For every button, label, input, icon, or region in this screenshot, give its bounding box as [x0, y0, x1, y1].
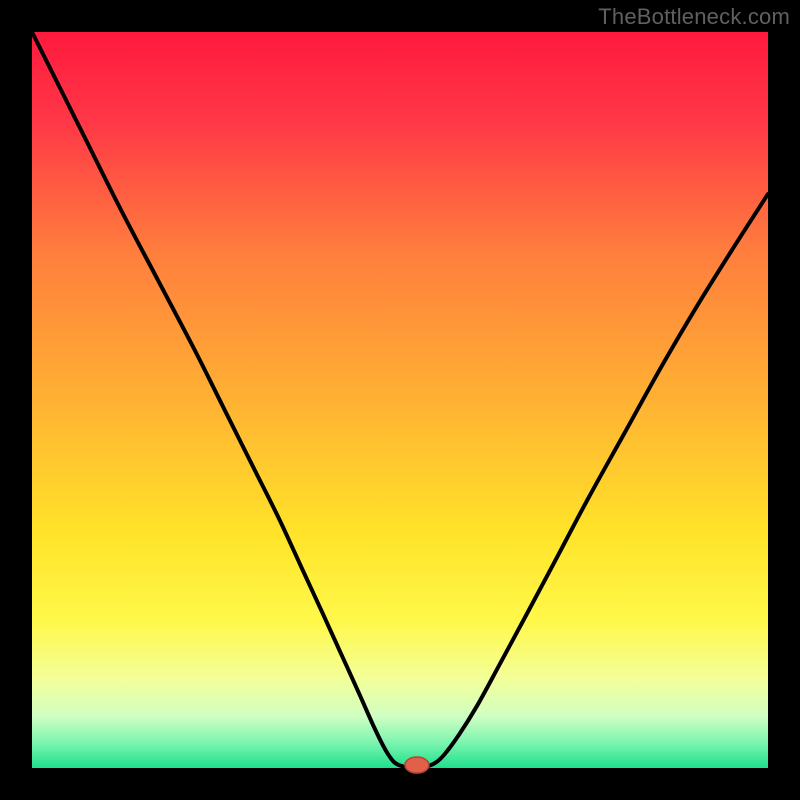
chart-frame: TheBottleneck.com	[0, 0, 800, 800]
watermark-label: TheBottleneck.com	[598, 4, 790, 30]
optimum-marker	[405, 757, 429, 773]
chart-background	[32, 32, 768, 768]
bottleneck-chart	[0, 0, 800, 800]
